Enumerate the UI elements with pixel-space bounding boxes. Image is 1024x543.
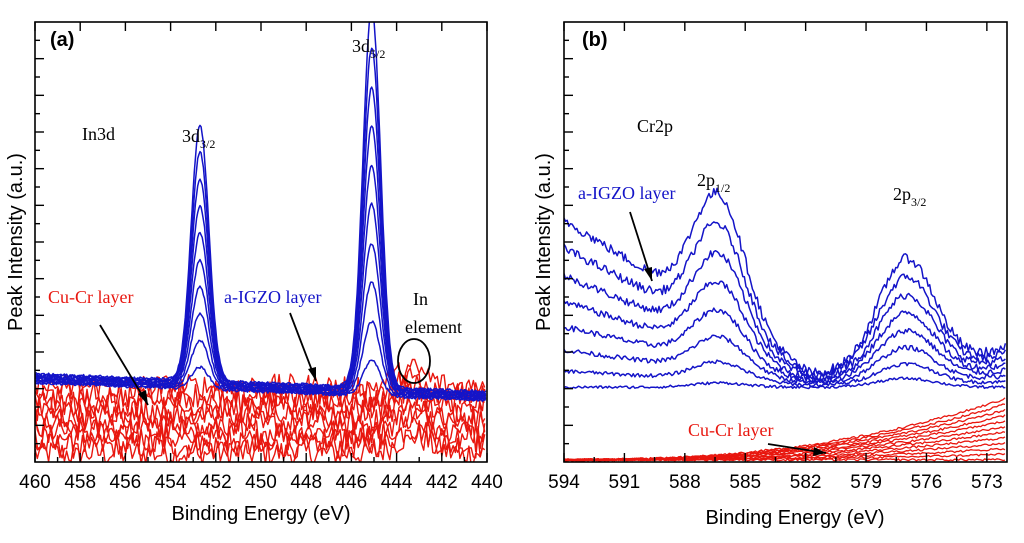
panel-a-x-tick-label: 448 [290,472,322,493]
a-igzo-layer-curve-b [564,187,1007,377]
peak-label-3d52: 3d5/2 [352,36,385,61]
arrowhead-cu-cr-b [813,447,826,456]
panel-b-x-tick-label: 594 [548,472,580,493]
panel-b-y-ticks [564,39,573,445]
a-igzo-layer-curve-b [564,249,1006,382]
panel-a-xlabel: Binding Energy (eV) [172,503,351,525]
a-igzo-layer-curve-a [35,47,486,395]
panel-a: 460 458 456 454 452 450 448 446 444 442 440 (a) In… [5,21,503,525]
annotation-in: In [413,289,428,309]
panel-b-x-tick-label: 576 [911,472,943,493]
arrowhead-cu-cr-a [138,390,148,405]
panel-a-title: In3d [82,124,115,144]
a-igzo-layer-curve-b [564,334,1006,386]
panel-b-x-tick-label: 573 [971,472,1003,493]
panel-a-y-ticks [35,39,44,445]
panel-a-x-tick-label: 450 [245,472,277,493]
arrowhead-a-igzo-b [644,267,652,281]
annotation-cu-cr-layer-a: Cu-Cr layer [48,287,133,307]
panel-a-x-tick-label: 452 [200,472,232,493]
panel-a-x-tick-label: 458 [64,472,96,493]
panel-a-label: (a) [50,29,74,51]
annotation-cu-cr-layer-b: Cu-Cr layer [688,420,773,440]
arrow-cu-cr-a [99,324,149,406]
panel-a-x-tick-label: 456 [110,472,142,493]
panel-a-ylabel: Peak Intensity (a.u.) [5,153,27,331]
a-igzo-layer-curve-a [35,125,487,397]
panel-b-label: (b) [582,29,608,51]
a-igzo-layer-curve-a [35,243,487,400]
cu-cr-layer-curve-b [564,397,1006,462]
peak-label-2p32: 2p3/2 [893,184,926,209]
peak-label-2p12: 2p1/2 [697,170,730,195]
panel-a-x-tick-label: 440 [471,472,503,493]
a-igzo-layer-curve-b [564,376,1006,390]
panel-b-x-tick-label: 582 [790,472,822,493]
a-igzo-layer-curve-a [35,164,487,398]
panel-a-x-tick-label: 454 [155,472,187,493]
panel-b-x-tick-label: 591 [609,472,641,493]
a-igzo-layer-curve-b [564,359,1006,388]
panel-b-x-tick-label: 585 [729,472,761,493]
a-igzo-layer-curve-a [35,86,487,395]
annotation-element: element [405,317,462,337]
peak-label-3d32: 3d3/2 [182,126,215,151]
panel-b-curves [564,187,1007,462]
arrowhead-a-igzo-a [308,367,316,381]
annotation-a-igzo-layer-b: a-IGZO layer [578,183,675,203]
a-igzo-layer-curve-b [564,280,1006,383]
panel-b-x-tick-label: 579 [850,472,882,493]
cu-cr-layer-curve-a [35,404,486,445]
panel-a-x-tick-label: 444 [381,472,413,493]
panel-a-x-tick-label: 442 [426,472,458,493]
panel-b-frame [563,21,1008,463]
a-igzo-layer-curve-b [564,221,1007,380]
panel-b-x-ticks: 594 591 588 585 582 579 576 573 [548,22,1003,493]
panel-b-ylabel: Peak Intensity (a.u.) [533,153,555,331]
panel-a-x-tick-label: 446 [336,472,368,493]
panel-a-curves [35,22,487,462]
panel-a-x-tick-label: 460 [19,472,51,493]
panel-b-xlabel: Binding Energy (eV) [706,507,885,529]
panel-b-x-tick-label: 588 [669,472,701,493]
annotation-a-igzo-layer-a: a-IGZO layer [224,287,321,307]
panel-b: 594 591 588 585 582 579 576 573 (b) Cr2p 2p1/2 … [533,21,1008,529]
panel-b-title: Cr2p [637,116,673,136]
a-igzo-layer-curve-b [564,307,1006,385]
in-element-circle [397,338,431,384]
panel-a-x-ticks: 460 458 456 454 452 450 448 446 444 442 440 [19,22,503,493]
a-igzo-layer-curve-a [35,22,487,394]
